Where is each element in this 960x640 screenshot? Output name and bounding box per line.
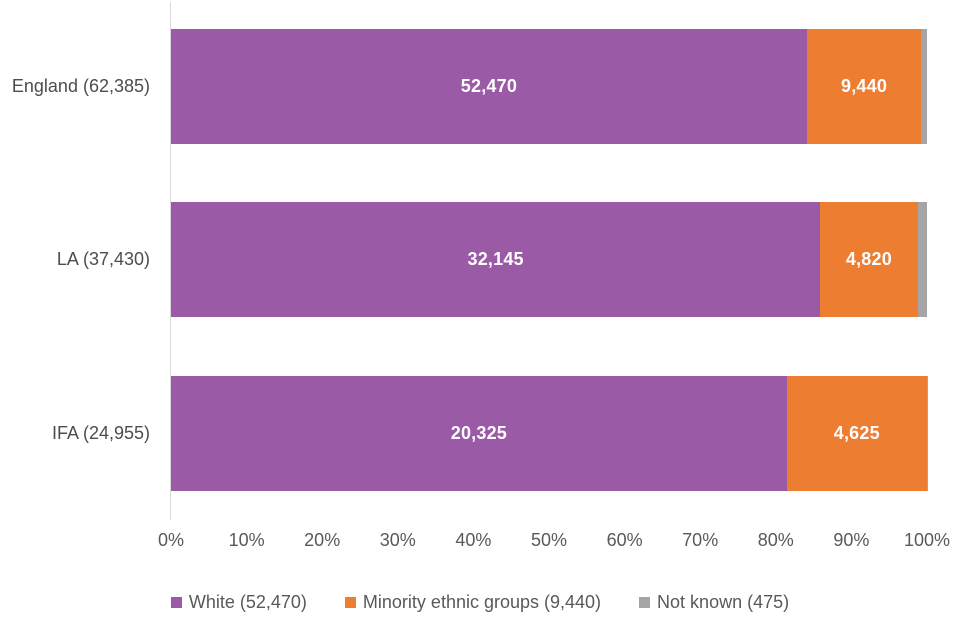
x-axis-tick: 90% <box>833 530 870 550</box>
bar-row: 52,470 9,440 <box>171 0 927 173</box>
bar-value-label: 20,325 <box>450 422 507 443</box>
bar-value-label: 4,625 <box>833 422 880 443</box>
stacked-bar: 20,325 4,625 <box>171 375 927 491</box>
bar-value-label: 4,820 <box>845 249 892 270</box>
category-axis: England (62,385) LA (37,430) IFA (24,955) <box>0 0 160 520</box>
x-axis-tick: 50% <box>530 530 568 550</box>
bar-row: 32,145 4,820 <box>171 173 927 346</box>
x-axis-tick: 0% <box>157 530 185 550</box>
x-axis-tick: 80% <box>757 530 794 550</box>
legend-item: White (52,470) <box>170 592 307 613</box>
x-axis-tick: 20% <box>304 530 341 550</box>
bar-segment-white: 52,470 <box>171 29 807 145</box>
bar-segment-not-known <box>917 202 927 318</box>
x-axis-tick: 70% <box>682 530 719 550</box>
legend: White (52,470) Minority ethnic groups (9,… <box>0 592 960 613</box>
legend-label: White (52,470) <box>188 592 307 612</box>
x-axis: 0% 10% 20% 30% 40% 50% 60% 70% 80% 90% 100% <box>158 530 950 554</box>
bar-segment-minority: 4,625 <box>786 375 927 491</box>
bar-value-label: 52,470 <box>460 76 518 97</box>
legend-swatch-not-known <box>639 597 651 608</box>
legend-item: Minority ethnic groups (9,440) <box>344 592 602 613</box>
legend-label: Not known (475) <box>657 592 790 612</box>
category-label: LA (37,430) <box>56 249 150 270</box>
bar-segment-white: 32,145 <box>171 202 821 318</box>
category-label: IFA (24,955) <box>51 422 150 443</box>
category-label: England (62,385) <box>11 76 150 97</box>
bar-row: 20,325 4,625 <box>171 347 927 520</box>
plot-area: 52,470 9,440 32,145 4,820 20,325 4,625 <box>171 0 927 520</box>
bar-segment-white: 20,325 <box>171 375 787 491</box>
stacked-bar: 52,470 9,440 <box>171 29 927 145</box>
x-axis-tick: 30% <box>379 530 416 550</box>
legend-item: Not known (475) <box>639 592 789 613</box>
bar-segment-not-known <box>921 29 927 145</box>
x-axis-tick: 60% <box>606 530 643 550</box>
x-axis-tick: 10% <box>228 530 265 550</box>
x-axis-tick: 100% <box>903 530 951 550</box>
y-axis-line <box>170 2 171 520</box>
bar-segment-minority: 4,820 <box>820 202 918 318</box>
bar-value-label: 32,145 <box>467 249 524 270</box>
bar-segment-minority: 9,440 <box>806 29 922 145</box>
legend-label: Minority ethnic groups (9,440) <box>362 592 602 612</box>
x-axis-tick: 40% <box>455 530 492 550</box>
bar-value-label: 9,440 <box>841 76 888 97</box>
legend-swatch-white <box>170 597 182 608</box>
stacked-bar: 32,145 4,820 <box>171 202 927 318</box>
legend-swatch-minority <box>344 597 356 608</box>
